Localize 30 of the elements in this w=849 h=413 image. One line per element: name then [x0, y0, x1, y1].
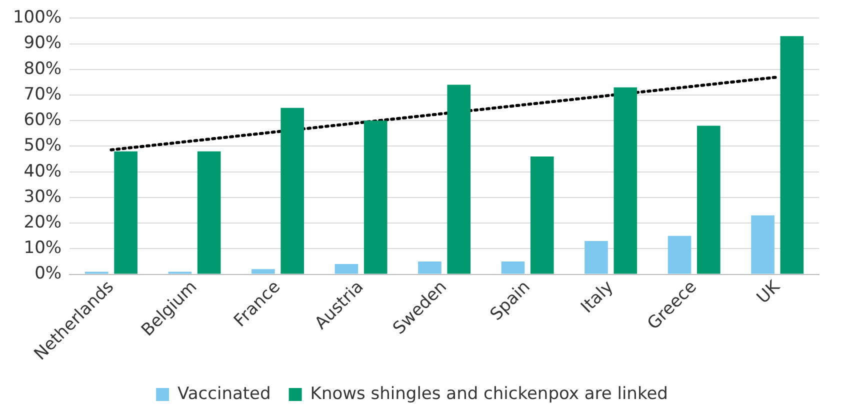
bar	[280, 108, 304, 274]
y-tick-label: 40%	[24, 161, 62, 182]
y-tick-label: 0%	[34, 264, 62, 284]
y-tick-label: 10%	[24, 238, 62, 258]
y-tick-label: 80%	[24, 58, 62, 79]
y-tick-label: 20%	[24, 212, 62, 232]
bar	[584, 241, 608, 274]
bar	[697, 126, 720, 274]
bar	[364, 120, 388, 274]
bar	[530, 156, 554, 274]
bar	[252, 269, 275, 274]
bar	[114, 151, 138, 274]
y-tick-label: 70%	[24, 84, 62, 104]
bar	[668, 236, 692, 274]
bar	[751, 215, 774, 274]
bar	[418, 261, 442, 274]
bar	[501, 261, 525, 274]
y-tick-label: 60%	[24, 110, 62, 130]
y-tick-label: 50%	[24, 136, 62, 156]
y-tick-label: 100%	[12, 8, 62, 28]
bar	[197, 151, 221, 274]
x-tick-label: UK	[753, 276, 785, 308]
y-tick-label: 90%	[24, 33, 62, 54]
legend-label: Knows shingles and chickenpox are linked	[310, 384, 668, 404]
legend-label: Vaccinated	[178, 384, 271, 404]
bar	[334, 264, 358, 274]
bar	[447, 84, 471, 274]
bar	[614, 87, 638, 274]
y-tick-label: 30%	[24, 186, 62, 207]
bar	[780, 36, 804, 274]
